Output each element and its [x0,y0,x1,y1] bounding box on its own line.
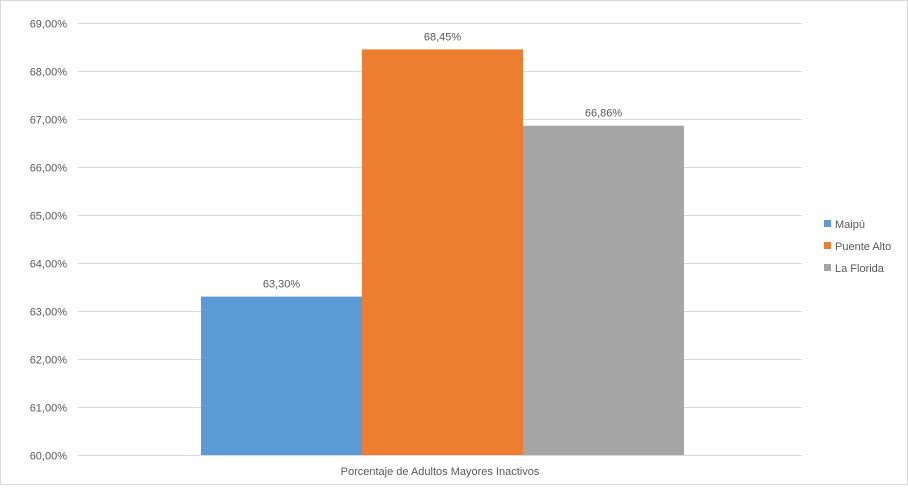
x-category-label: Porcentaje de Adultos Mayores Inactivos [341,466,540,478]
legend-label: Puente Alto [835,241,891,253]
y-tick-label: 69,00% [30,19,68,31]
data-labels: 63,30% 68,45% 66,86% [263,31,623,290]
y-tick-label: 62,00% [30,355,68,367]
y-tick-label: 61,00% [30,403,68,415]
legend-swatch [824,242,831,249]
legend-swatch [824,264,831,271]
bar-maipú [201,296,362,455]
y-tick-label: 66,00% [30,163,68,175]
y-tick-label: 60,00% [30,451,68,463]
data-label: 63,30% [263,279,301,291]
legend-label: Maipú [835,219,865,231]
legend-swatch [824,220,831,227]
x-axis-category-labels: Porcentaje de Adultos Mayores Inactivos [341,466,540,478]
y-tick-label: 68,00% [30,67,68,79]
y-axis-tick-labels: 60,00% 61,00% 62,00% 63,00% 64,00% 65,00% 66,0… [30,19,68,463]
y-tick-label: 64,00% [30,259,68,271]
data-label: 68,45% [424,31,462,43]
legend: Maipú Puente Alto La Florida [824,219,891,275]
bar-puente-alto [362,49,523,456]
y-tick-label: 65,00% [30,211,68,223]
y-tick-label: 67,00% [30,115,68,127]
y-tick-label: 63,00% [30,307,68,319]
bars [201,49,684,456]
legend-label: La Florida [835,263,885,275]
data-label: 66,86% [585,108,623,120]
bar-la-florida [523,125,684,455]
